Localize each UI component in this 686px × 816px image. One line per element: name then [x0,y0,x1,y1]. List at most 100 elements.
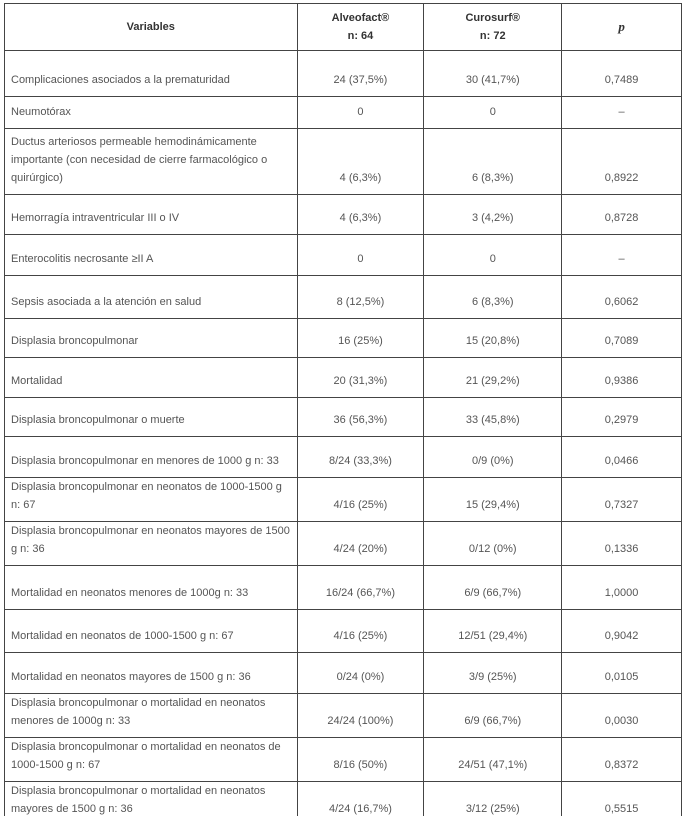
cell-p: 0,0105 [561,652,682,694]
cell-curosurf: 3/9 (25%) [423,652,563,694]
cell-curosurf: 6 (8,3%) [423,128,563,195]
cell-alveofact: 0/24 (0%) [296,652,425,694]
header-alveofact-label: Alveofact® [331,12,390,24]
cell-alveofact: 4/16 (25%) [296,609,425,653]
cell-variable: Mortalidad en neonatos menores de 1000g … [4,565,298,610]
table-row: Displasia broncopulmonar o mortalidad en… [4,781,682,816]
cell-curosurf: 33 (45,8%) [423,397,563,437]
cell-p: 0,6062 [561,275,682,319]
cell-curosurf: 3/12 (25%) [423,781,563,816]
cell-variable: Complicaciones asociados a la prematurid… [4,50,298,97]
cell-variable: Enterocolitis necrosante ≥II A [4,234,298,276]
table-row: Mortalidad 20 (31,3%) 21 (29,2%) 0,9386 [4,357,682,398]
cell-variable: Sepsis asociada a la atención en salud [4,275,298,319]
cell-p: 0,8922 [561,128,682,195]
cell-p: 0,7489 [561,50,682,97]
cell-alveofact: 0 [296,234,425,276]
table-row: Displasia broncopulmonar o mortalidad en… [4,693,682,738]
cell-alveofact: 8/24 (33,3%) [296,436,425,478]
table-row: Mortalidad en neonatos mayores de 1500 g… [4,652,682,694]
header-curosurf: Curosurf® n: 72 [423,3,563,51]
header-alveofact: Alveofact® n: 64 [296,3,425,51]
cell-p: 0,7089 [561,318,682,358]
cell-variable: Hemorragía intraventricular III o IV [4,194,298,235]
cell-alveofact: 36 (56,3%) [296,397,425,437]
header-p: p [561,3,682,51]
cell-alveofact: 4 (6,3%) [296,128,425,195]
cell-variable: Neumotórax [4,96,298,129]
cell-variable: Displasia broncopulmonar en menores de 1… [4,436,298,478]
cell-variable: Ductus arteriosos permeable hemodinámica… [4,128,298,195]
table-row: Sepsis asociada a la atención en salud 8 … [4,275,682,319]
table-row: Displasia broncopulmonar en neonatos de … [4,477,682,522]
cell-p: 0,8728 [561,194,682,235]
cell-variable: Displasia broncopulmonar en neonatos may… [4,521,298,566]
cell-alveofact: 4/24 (16,7%) [296,781,425,816]
cell-variable: Displasia broncopulmonar o muerte [4,397,298,437]
table-row: Displasia broncopulmonar en neonatos may… [4,521,682,566]
cell-curosurf: 6/9 (66,7%) [423,693,563,738]
cell-variable: Mortalidad [4,357,298,398]
cell-variable: Mortalidad en neonatos mayores de 1500 g… [4,652,298,694]
cell-curosurf: 0/12 (0%) [423,521,563,566]
cell-p: 0,2979 [561,397,682,437]
cell-curosurf: 6/9 (66,7%) [423,565,563,610]
cell-p: 0,9042 [561,609,682,653]
table-row: Ductus arteriosos permeable hemodinámica… [4,128,682,195]
cell-p: 0,5515 [561,781,682,816]
results-table: Variables Alveofact® n: 64 Curosurf® n: 72… [4,3,682,816]
cell-curosurf: 0 [423,96,563,129]
cell-p: 1,0000 [561,565,682,610]
cell-alveofact: 0 [296,96,425,129]
cell-variable: Displasia broncopulmonar en neonatos de … [4,477,298,522]
cell-p: – [561,96,682,129]
cell-p: 0,8372 [561,737,682,782]
cell-p: 0,0466 [561,436,682,478]
cell-curosurf: 21 (29,2%) [423,357,563,398]
cell-variable: Displasia broncopulmonar [4,318,298,358]
cell-curosurf: 0/9 (0%) [423,436,563,478]
cell-alveofact: 16 (25%) [296,318,425,358]
cell-p: 0,0030 [561,693,682,738]
header-curosurf-label: Curosurf® [465,12,521,24]
cell-alveofact: 24 (37,5%) [296,50,425,97]
cell-variable: Displasia broncopulmonar o mortalidad en… [4,737,298,782]
cell-variable: Mortalidad en neonatos de 1000-1500 g n:… [4,609,298,653]
cell-p: 0,1336 [561,521,682,566]
cell-curosurf: 30 (41,7%) [423,50,563,97]
cell-p: 0,7327 [561,477,682,522]
cell-curosurf: 0 [423,234,563,276]
table-row: Displasia broncopulmonar o mortalidad en… [4,737,682,782]
cell-curosurf: 6 (8,3%) [423,275,563,319]
header-alveofact-n: n: 64 [347,30,374,42]
table-row: Hemorragía intraventricular III o IV 4 (6… [4,194,682,235]
table-row: Mortalidad en neonatos menores de 1000g … [4,565,682,610]
cell-curosurf: 3 (4,2%) [423,194,563,235]
table-header: Variables Alveofact® n: 64 Curosurf® n: 72… [4,3,682,51]
table-row: Neumotórax 0 0– [4,96,682,129]
table-row: Enterocolitis necrosante ≥II A 0 0– [4,234,682,276]
cell-variable: Displasia broncopulmonar o mortalidad en… [4,781,298,816]
cell-curosurf: 15 (20,8%) [423,318,563,358]
cell-alveofact: 24/24 (100%) [296,693,425,738]
cell-alveofact: 4/16 (25%) [296,477,425,522]
cell-p: – [561,234,682,276]
cell-alveofact: 4/24 (20%) [296,521,425,566]
cell-alveofact: 16/24 (66,7%) [296,565,425,610]
cell-alveofact: 20 (31,3%) [296,357,425,398]
cell-curosurf: 15 (29,4%) [423,477,563,522]
table-row: Mortalidad en neonatos de 1000-1500 g n:… [4,609,682,653]
cell-curosurf: 12/51 (29,4%) [423,609,563,653]
table-row: Displasia broncopulmonar en menores de 1… [4,436,682,478]
cell-variable: Displasia broncopulmonar o mortalidad en… [4,693,298,738]
cell-alveofact: 8/16 (50%) [296,737,425,782]
cell-p: 0,9386 [561,357,682,398]
table-row: Complicaciones asociados a la prematurid… [4,50,682,97]
header-variables: Variables [4,3,298,51]
cell-curosurf: 24/51 (47,1%) [423,737,563,782]
cell-alveofact: 8 (12,5%) [296,275,425,319]
table-row: Displasia broncopulmonar o muerte 36 (56,… [4,397,682,437]
header-curosurf-n: n: 72 [479,30,506,42]
cell-alveofact: 4 (6,3%) [296,194,425,235]
